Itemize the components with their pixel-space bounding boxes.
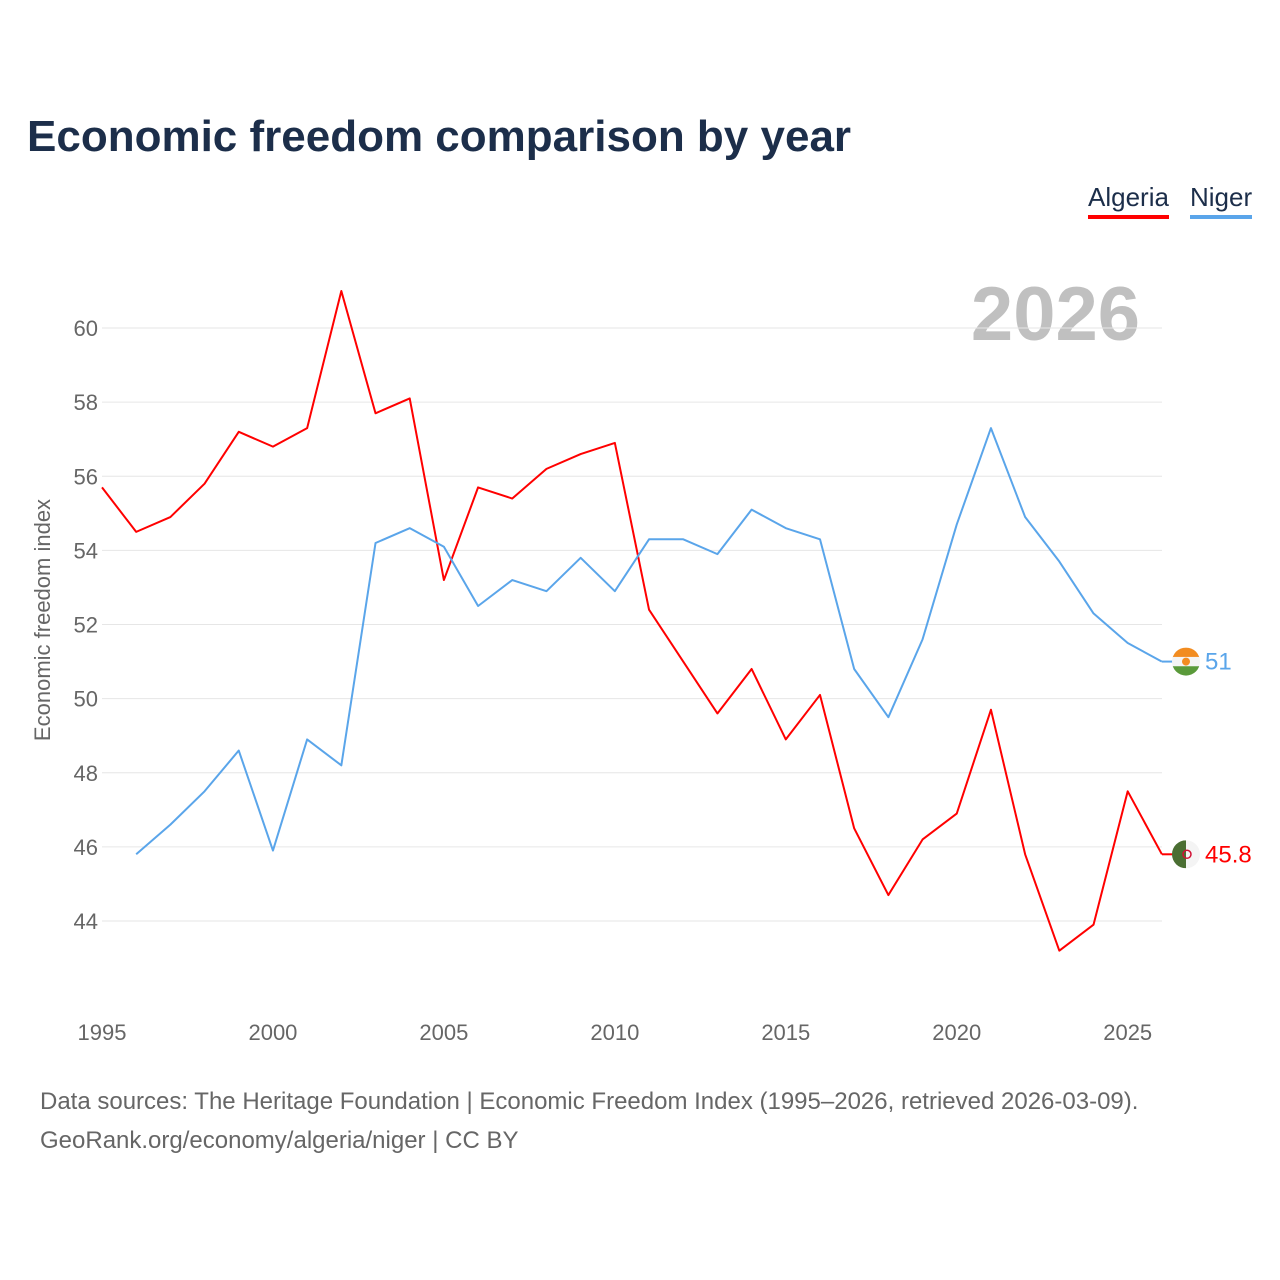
y-tick-label: 48 [74,761,98,786]
y-tick-label: 52 [74,613,98,638]
x-tick-label: 2025 [1103,1020,1152,1045]
y-tick-label: 46 [74,835,98,860]
legend-niger[interactable]: Niger [1190,182,1253,219]
source-line-1: Data sources: The Heritage Foundation | … [40,1088,1139,1115]
y-tick-label: 58 [74,390,98,415]
flag-icon-niger [1172,647,1200,676]
flag-icon-algeria [1172,840,1200,869]
x-tick-label: 2010 [590,1020,639,1045]
legend-algeria[interactable]: Algeria [1088,182,1169,219]
y-axis-label: Economic freedom index [30,499,55,741]
y-tick-label: 44 [74,909,98,934]
series-line-algeria [101,289,1163,952]
source-line-2[interactable]: GeoRank.org/economy/algeria/niger | CC B… [40,1127,519,1154]
y-tick-label: 60 [74,316,98,341]
end-value-label-niger: 51 [1205,649,1232,676]
series-line-niger [135,427,1163,856]
chart-title: Economic freedom comparison by year [27,112,852,161]
x-tick-label: 2020 [932,1020,981,1045]
y-tick-label: 54 [74,538,98,563]
x-tick-label: 2015 [761,1020,810,1045]
x-tick-label: 2000 [248,1020,297,1045]
x-tick-label: 1995 [78,1020,127,1045]
end-value-label-algeria: 45.8 [1205,841,1252,868]
x-tick-label: 2005 [419,1020,468,1045]
y-tick-label: 56 [74,464,98,489]
y-tick-label: 50 [74,687,98,712]
year-watermark: 2026 [971,272,1140,357]
